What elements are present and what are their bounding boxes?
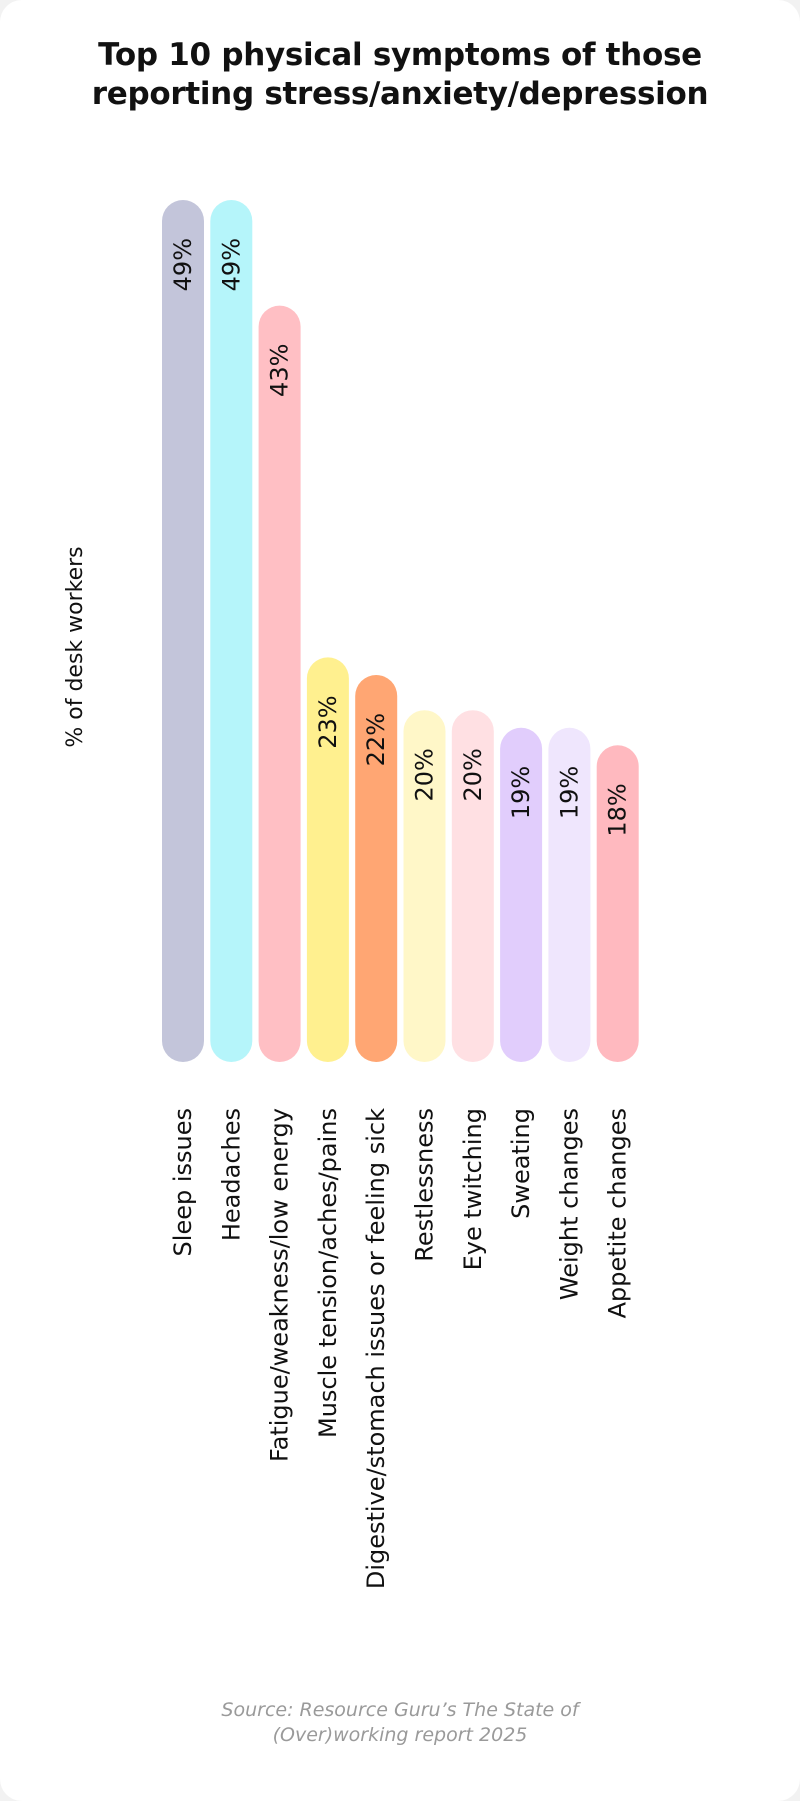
category-label-weight-changes: Weight changes: [555, 1108, 583, 1300]
value-label-eye-twitching: 20%: [459, 748, 487, 801]
bar-muscle-tension-aches-pains: [306, 657, 349, 1062]
value-label-appetite-changes: 18%: [604, 783, 632, 836]
category-label-sweating: Sweating: [507, 1108, 535, 1219]
bar-restlessness: [403, 710, 446, 1062]
chart-title-line-1: Top 10 physical symptoms of those: [98, 37, 702, 73]
bar-sleep-issues: [162, 200, 204, 1062]
value-label-sleep-issues: 49%: [169, 238, 197, 291]
value-label-headaches: 49%: [217, 238, 245, 291]
bar-weight-changes: [548, 727, 591, 1062]
category-label-sleep-issues: Sleep issues: [169, 1108, 197, 1256]
value-label-fatigue-weakness-low-energy: 43%: [266, 344, 294, 397]
bars-group: [162, 200, 639, 1063]
source-line-1: Source: Resource Guru’s The State of: [221, 1699, 579, 1721]
value-label-muscle-tension-aches-pains: 23%: [314, 695, 342, 748]
y-axis-label: % of desk workers: [63, 546, 88, 747]
category-label-eye-twitching: Eye twitching: [459, 1108, 487, 1270]
category-label-appetite-changes: Appetite changes: [604, 1108, 632, 1318]
category-label-headaches: Headaches: [217, 1108, 245, 1241]
value-label-sweating: 19%: [507, 766, 535, 819]
category-label-digestive-stomach-issues-or-feeling-sick: Digestive/stomach issues or feeling sick: [362, 1108, 390, 1589]
chart-title: Top 10 physical symptoms of those report…: [0, 36, 800, 114]
bar-fatigue-weakness-low-energy: [258, 305, 301, 1063]
bar-digestive-stomach-issues-or-feeling-sick: [355, 675, 398, 1062]
bar-sweating: [500, 727, 543, 1062]
bar-eye-twitching: [451, 710, 494, 1062]
category-label-fatigue-weakness-low-energy: Fatigue/weakness/low energy: [266, 1108, 294, 1462]
category-label-muscle-tension-aches-pains: Muscle tension/aches/pains: [314, 1108, 342, 1438]
category-label-restlessness: Restlessness: [411, 1108, 439, 1262]
value-label-digestive-stomach-issues-or-feeling-sick: 22%: [362, 713, 390, 766]
source-note: Source: Resource Guru’s The State of (Ov…: [0, 1698, 800, 1748]
value-labels-group: 49% 49% 43% 23% 22% 20% 20% 19% 19% 18%: [169, 238, 632, 837]
value-label-weight-changes: 19%: [555, 766, 583, 819]
chart-title-line-2: reporting stress/anxiety/depression: [91, 76, 709, 112]
bar-headaches: [210, 200, 253, 1062]
source-line-2: (Over)working report 2025: [272, 1724, 528, 1746]
value-label-restlessness: 20%: [411, 748, 439, 801]
category-labels-group: Sleep issues Headaches Fatigue/weakness/lo…: [169, 1108, 632, 1589]
bar-appetite-changes: [596, 745, 639, 1062]
